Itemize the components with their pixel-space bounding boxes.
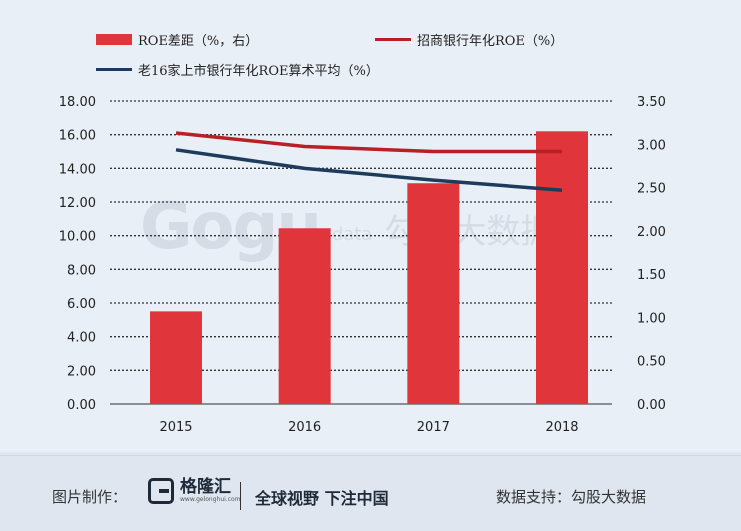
bar <box>407 183 460 404</box>
y-left-tick-label: 16.00 <box>59 129 96 144</box>
bar <box>278 228 331 404</box>
y-left-tick-label: 4.00 <box>67 331 96 346</box>
footer-support: 数据支持：勾股大数据 <box>496 488 647 506</box>
y-right-tick-label: 3.00 <box>637 138 666 153</box>
footer: 图片制作： 格隆汇 www.gelonghui.com 全球视野 下注中国 数据… <box>0 455 741 531</box>
bar <box>536 131 588 405</box>
y-left-tick-label: 8.00 <box>67 263 96 278</box>
footer-slogan: 全球视野 下注中国 <box>255 489 389 508</box>
chart-panel: ROE差距（%，右） 招商银行年化ROE（%） 老16家上市银行年化ROE算术平… <box>58 30 666 435</box>
legend-swatch-bar <box>96 34 132 45</box>
legend-item-cmb-roe: 招商银行年化ROE（%） <box>375 30 563 49</box>
legend-label-avg-roe: 老16家上市银行年化ROE算术平均（%） <box>138 64 379 79</box>
legend-label-cmb-roe: 招商银行年化ROE（%） <box>417 34 564 49</box>
brand-g-icon <box>148 478 174 504</box>
y-left-tick-label: 12.00 <box>59 196 96 211</box>
y-left-tick-label: 10.00 <box>59 230 96 245</box>
series-line <box>175 131 562 154</box>
series-line <box>175 148 563 192</box>
x-tick-label: 2017 <box>417 420 450 435</box>
y-right-tick-label: 2.50 <box>637 182 666 197</box>
legend-item-avg-roe: 老16家上市银行年化ROE算术平均（%） <box>96 60 379 79</box>
y-right-tick-label: 1.50 <box>637 268 666 283</box>
x-tick-label: 2018 <box>545 420 578 435</box>
y-left-tick-label: 6.00 <box>67 297 96 312</box>
y-right-tick-label: 2.00 <box>637 225 666 240</box>
y-left-tick-label: 2.00 <box>67 364 96 379</box>
y-left-tick-label: 14.00 <box>59 162 96 177</box>
y-right-tick-label: 0.50 <box>637 355 666 370</box>
y-left-tick-label: 18.00 <box>59 95 96 110</box>
y-right-tick-label: 0.00 <box>637 398 666 413</box>
footer-made-by: 图片制作： <box>52 488 128 506</box>
legend-swatch-navy-line <box>96 68 132 71</box>
bar <box>150 311 202 404</box>
footer-brand-name: 格隆汇 <box>180 477 231 497</box>
y-left-tick-label: 0.00 <box>67 398 96 413</box>
footer-brand-logo[interactable]: 格隆汇 www.gelonghui.com <box>148 478 241 504</box>
chart-svg: 0.00 2.00 4.00 6.00 8.00 10.00 12.00 14.00 16.00… <box>59 95 666 435</box>
y-right-tick-label: 1.00 <box>637 311 666 326</box>
legend-label-roe-gap: ROE差距（%，右） <box>138 34 259 49</box>
x-tick-label: 2015 <box>159 420 192 435</box>
footer-divider <box>240 482 241 510</box>
legend-item-roe-gap: ROE差距（%，右） <box>96 30 258 49</box>
legend-swatch-red-line <box>375 38 411 41</box>
x-tick-label: 2016 <box>288 420 321 435</box>
footer-brand-url: www.gelonghui.com <box>180 496 241 503</box>
y-right-tick-label: 3.50 <box>637 95 666 110</box>
